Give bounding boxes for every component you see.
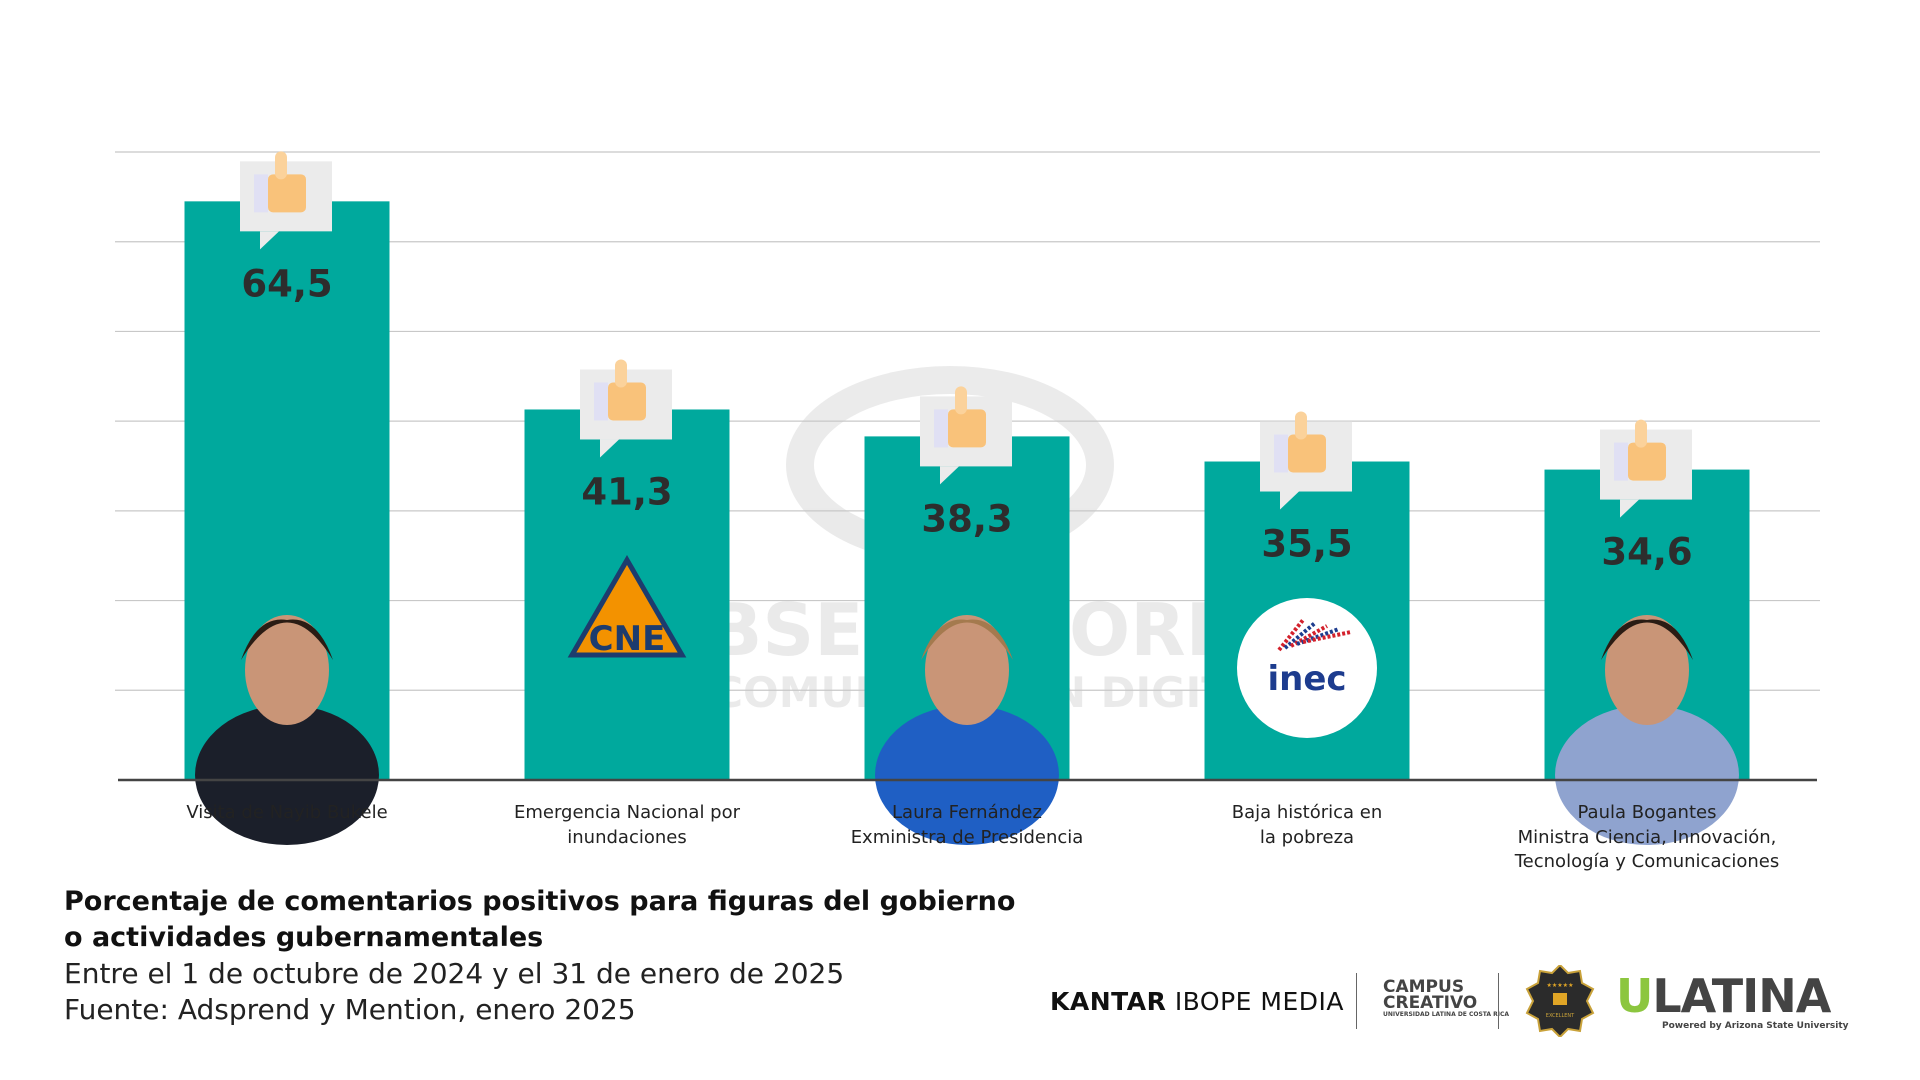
value-label: 35,5 [1261,523,1352,566]
bar-group: 64,5 [184,151,390,845]
campus-creativo-logo: CAMPUS CREATIVO UNIVERSIDAD LATINA DE COS… [1383,977,1510,1019]
thumb-fist [948,409,986,448]
category-label: Paula Bogantes Ministra Ciencia, Innovaci… [1497,801,1797,875]
thumb-finger [1295,411,1307,440]
chart-title-line-2: o actividades gubernamentales [64,922,544,953]
cne-logo: CNE [567,555,687,659]
thumb-fist [1628,442,1666,481]
kantar-ibope-logo: KANTAR IBOPE MEDIA [1050,987,1344,1016]
cne-text: CNE [589,619,666,659]
category-label: Emergencia Nacional por inundaciones [477,801,777,850]
value-label: 64,5 [241,262,332,305]
svg-text:EXCELLENT: EXCELLENT [1546,1013,1575,1019]
person-photo [875,615,1059,845]
thumb-fist [1288,434,1326,473]
chart-source: Fuente: Adsprend y Mention, enero 2025 [64,993,636,1026]
category-label: Visita de Nayib Bukele [137,801,437,826]
logo-divider [1356,973,1357,1029]
photo-hair [921,619,1013,660]
bar-group: inec 35,5 [1204,411,1410,780]
thumb-fist [608,382,646,421]
qs-badge-icon: ★★★★★ EXCELLENT [1525,965,1595,1037]
speech-bubble-tail [600,439,619,458]
inec-pattern [1283,621,1317,650]
thumb-cuff [594,382,608,421]
bar-group: 38,3 [864,386,1070,845]
category-label-line: Exministra de Presidencia [850,826,1084,848]
thumb-cuff [1274,434,1288,473]
chart-title: Porcentaje de comentarios positivos para… [64,884,1015,956]
thumb-finger [955,386,967,415]
category-label-line: la pobreza [1259,826,1355,848]
value-label: 38,3 [921,497,1012,540]
category-label-line: Paula Bogantes [1577,802,1717,823]
thumbs-up-icon [1600,419,1692,518]
thumb-finger [1635,419,1647,448]
svg-text:★★★★★: ★★★★★ [1547,982,1574,989]
photo-hair [241,619,333,660]
value-label: 41,3 [581,470,672,513]
inec-pattern [1302,630,1352,644]
photo-face [925,615,1009,725]
thumb-finger [615,359,627,388]
thumb-cuff [934,409,948,448]
speech-bubble-tail [1280,491,1299,510]
speech-bubble-tail [940,466,959,485]
thumbs-up-icon [240,151,332,250]
category-label: Laura Fernández Exministra de Presidencia [817,801,1117,850]
ulatina-logo: ULATINA Powered by Arizona State Univers… [1616,969,1849,1031]
logo-divider [1498,973,1499,1029]
bar-group: 34,6 [1544,419,1750,845]
thumbs-up-icon [580,359,672,458]
value-label: 34,6 [1601,531,1692,574]
speech-bubble-tail [260,231,279,250]
chart-title-line-1: Porcentaje de comentarios positivos para… [64,886,1016,917]
category-label-line: Emergencia Nacional por [513,802,741,823]
category-label-line: Laura Fernández [892,802,1042,823]
person-photo [195,615,379,845]
thumb-fist [268,174,306,213]
cne-triangle-icon [567,555,687,658]
person-photo [1555,615,1739,845]
photo-face [245,615,329,725]
photo-hair [1601,619,1693,660]
chart-subtitle: Entre el 1 de octubre de 2024 y el 31 de… [64,957,845,990]
thumbs-up-icon [920,386,1012,485]
thumb-finger [275,151,287,180]
photo-shoulders [875,705,1059,845]
category-label: Baja histórica en la pobreza [1157,801,1457,850]
inec-pattern [1277,618,1305,652]
thumbs-up-icon [1260,411,1352,510]
photo-face [1605,615,1689,725]
category-label-line: inundaciones [567,826,687,848]
inec-logo: inec [1237,598,1377,738]
category-label-line: Ministra Ciencia, Innovación, [1517,826,1777,848]
partner-logos: KANTAR IBOPE MEDIA CAMPUS CREATIVO UNIVER… [1050,965,1870,1040]
inec-text: inec [1267,659,1346,699]
thumb-cuff [254,174,268,213]
bar-group: CNE 41,3 [524,359,730,780]
thumb-cuff [1614,442,1628,481]
photo-shoulders [195,705,379,845]
category-label-line: Baja histórica en [1231,802,1383,823]
chart-subtitle-block: Entre el 1 de octubre de 2024 y el 31 de… [64,956,844,1028]
category-label-line: Tecnología y Comunicaciones [1514,851,1780,872]
photo-shoulders [1555,705,1739,845]
speech-bubble-tail [1620,499,1639,518]
category-label-line: Visita de Nayib Bukele [186,802,388,823]
